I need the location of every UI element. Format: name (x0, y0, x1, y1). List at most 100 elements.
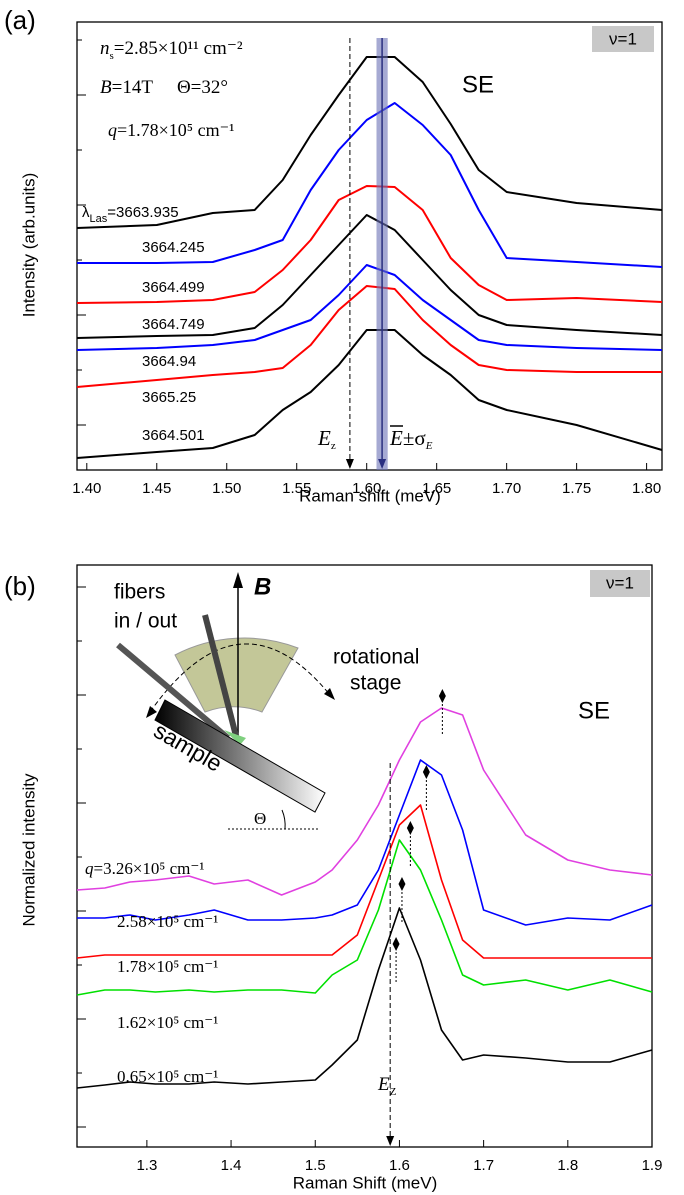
x-tick-label: 1.55 (282, 480, 311, 497)
x-tick-label: 1.60 (352, 480, 381, 497)
y-axis-label: Normalized intensity (19, 773, 38, 927)
series-label: 3664.501 (142, 427, 205, 444)
series-label: 1.78×10⁵ cm⁻¹ (117, 957, 218, 976)
series-line (76, 707, 653, 896)
series-label-name: 1.62×10⁵ cm⁻¹ (117, 1013, 218, 1032)
inset-label: B (254, 573, 271, 600)
series-label: 0.65×10⁵ cm⁻¹ (117, 1067, 218, 1086)
series-label-prefix: q (85, 859, 94, 878)
peak-marker (406, 821, 414, 835)
panel-label: (a) (4, 5, 36, 35)
series-label-name: 3664.749 (142, 316, 205, 333)
stage-sector (174, 637, 299, 713)
series-line (77, 102, 663, 268)
series-line (76, 56, 663, 229)
inset-label: in / out (114, 610, 177, 633)
series-label-name: 3663.935 (116, 204, 179, 221)
series-line (76, 264, 663, 351)
x-axis-label: Raman shift (meV) (299, 486, 441, 505)
x-tick-label: 1.75 (562, 480, 591, 497)
series-label-name: 3665.25 (142, 389, 196, 406)
peak-marker (398, 877, 406, 891)
mean-label: E±σE (389, 426, 433, 452)
filling-label: ν=1 (609, 29, 637, 48)
plot-frame (76, 564, 653, 1148)
series-label-prefix: Las (90, 213, 108, 225)
inset-label: fibers (114, 581, 165, 604)
series-label: q=3.26×10⁵ cm⁻¹ (85, 859, 204, 878)
sample-slab (154, 699, 326, 813)
inset-label: stage (350, 672, 401, 695)
x-axis-label: Raman Shift (meV) (293, 1173, 438, 1192)
x-tick-label: 1.7 (473, 1157, 494, 1174)
ez-label: EZ (377, 1074, 397, 1097)
series-label: 3664.94 (142, 353, 196, 370)
fiber (202, 614, 239, 737)
series-label-name: 3664.245 (142, 239, 205, 256)
series-line (76, 185, 663, 304)
series-label-name: 3.26×10⁵ cm⁻¹ (103, 859, 204, 878)
filling-box (590, 570, 650, 597)
series-line (77, 759, 653, 926)
series-label: 3664.245 (142, 239, 205, 256)
x-tick-label: 1.3 (136, 1157, 157, 1174)
x-tick-label: 1.80 (632, 480, 661, 497)
peak-label: SE (462, 71, 494, 98)
arrow-head (345, 459, 354, 469)
arrow-head (386, 1136, 395, 1146)
peak-label: SE (578, 697, 610, 724)
arrow-head (146, 706, 157, 718)
beam (224, 730, 246, 745)
series-label-name: 3664.499 (142, 279, 205, 296)
x-tick-label: 1.8 (557, 1157, 578, 1174)
x-tick-label: 1.70 (492, 480, 521, 497)
series-label: 2.58×10⁵ cm⁻¹ (117, 912, 218, 931)
x-tick-label: 1.9 (642, 1157, 663, 1174)
x-tick-label: 1.4 (221, 1157, 242, 1174)
fiber (116, 642, 230, 741)
series-line (76, 329, 663, 459)
series-label-name: 3664.94 (142, 353, 196, 370)
panel-label: (b) (4, 571, 36, 601)
series-line (76, 839, 653, 996)
inset: fibers in / out rotational stage sample … (114, 572, 419, 830)
angle-arc (281, 809, 286, 830)
series-label: 3665.25 (142, 389, 196, 406)
series-line (76, 907, 653, 1089)
series-label-prefix: = (94, 859, 104, 878)
series-label-name: 2.58×10⁵ cm⁻¹ (117, 912, 218, 931)
wavevector-annotation: q=1.78×10⁵ cm⁻¹ (108, 120, 234, 140)
series-line (76, 214, 663, 339)
filling-label: ν=1 (606, 573, 634, 592)
arrow-head (324, 688, 335, 700)
series-label-prefix: λ (82, 204, 90, 221)
x-tick-label: 1.45 (142, 480, 171, 497)
x-tick-label: 1.6 (389, 1157, 410, 1174)
series-label-name: 1.78×10⁵ cm⁻¹ (117, 957, 218, 976)
x-tick-label: 1.40 (72, 480, 101, 497)
peak-marker (422, 765, 430, 779)
y-axis-label: Intensity (arb.units) (19, 173, 38, 318)
series-label-name: 3664.501 (142, 427, 205, 444)
inset-label: Θ (254, 809, 266, 828)
series-label-prefix: = (107, 204, 116, 221)
peak-marker (392, 937, 400, 951)
density-annotation: ns=2.85×10¹¹ cm⁻² (100, 38, 243, 61)
rotation-arrow (149, 643, 331, 713)
x-tick-label: 1.50 (212, 480, 241, 497)
series-label: 1.62×10⁵ cm⁻¹ (117, 1013, 218, 1032)
field-annotation: B=14T Θ=32° (100, 77, 228, 98)
series-line (76, 285, 662, 388)
plot-frame (76, 21, 663, 471)
arrow-head (233, 572, 243, 588)
x-tick-label: 1.5 (305, 1157, 326, 1174)
series-label-name: 0.65×10⁵ cm⁻¹ (117, 1067, 218, 1086)
peak-marker (438, 689, 446, 703)
inset-label: rotational (333, 646, 419, 669)
series-label: λLas=3663.935 (82, 204, 179, 225)
arrow-head (378, 459, 387, 469)
series-label: 3664.749 (142, 316, 205, 333)
ez-label: Ez (317, 426, 336, 452)
